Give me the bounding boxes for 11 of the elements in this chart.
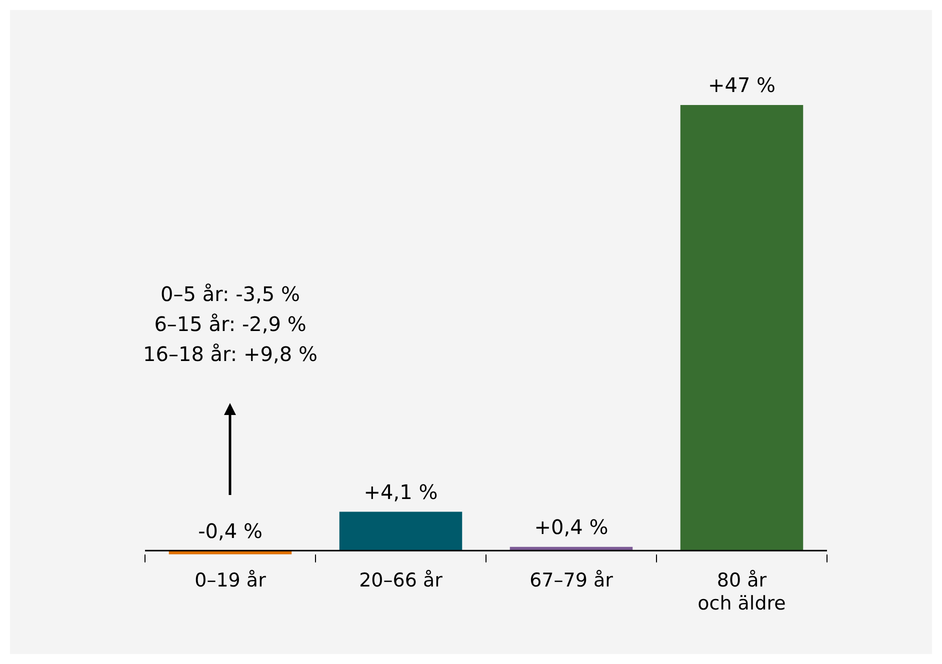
- x-tick-label: 0–19 år: [194, 570, 266, 592]
- x-tick-label: 80 år och äldre: [698, 570, 786, 615]
- data-label: -0,4 %: [198, 518, 262, 543]
- bar: [339, 512, 462, 551]
- x-tick-label: 20–66 år: [359, 570, 443, 592]
- x-tick-label: 67–79 år: [530, 570, 614, 592]
- bar: [680, 105, 804, 551]
- data-label: +47 %: [708, 73, 776, 98]
- data-label: +0,4 %: [534, 515, 608, 540]
- data-label: +4,1 %: [364, 480, 438, 504]
- annotation: 0–5 år: -3,5 % 6–15 år: -2,9 % 16–18 år: +9,8 %: [143, 282, 318, 366]
